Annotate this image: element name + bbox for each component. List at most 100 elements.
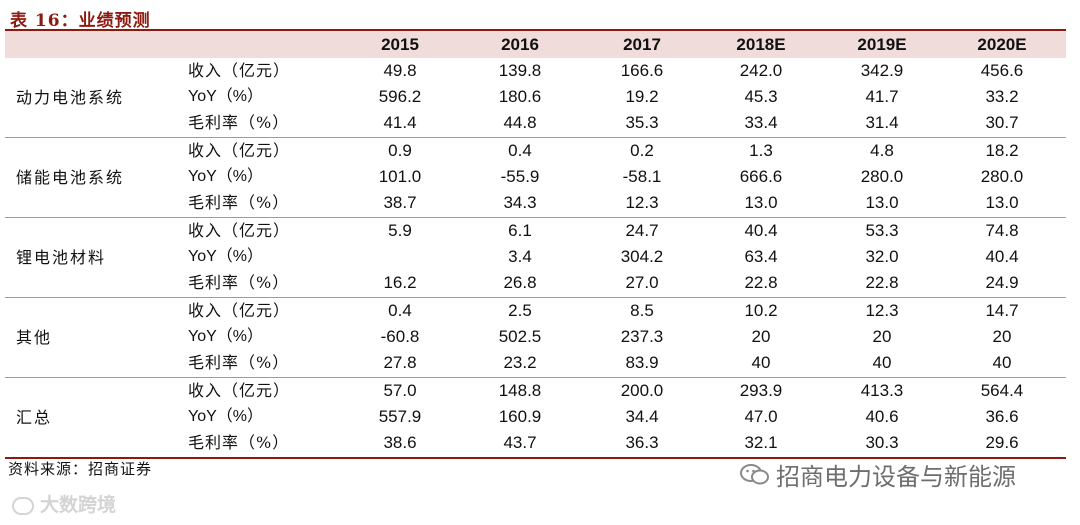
watermark-logo-icon bbox=[12, 496, 34, 515]
table-cell: 12.3 bbox=[865, 301, 899, 320]
metric-label: YoY（%） bbox=[188, 88, 264, 105]
segment-group: 锂电池材料 收入（亿元） 5.9 6.1 24.7 40.4 53.3 74.8 YoY（%） 3… bbox=[5, 218, 1066, 298]
table-cell: 22.8 bbox=[744, 273, 778, 292]
metric-label: YoY（%） bbox=[188, 248, 264, 265]
table-cell: 3.4 bbox=[508, 247, 532, 266]
table-cell: 34.3 bbox=[503, 193, 537, 212]
table-cell: 5.9 bbox=[388, 221, 412, 240]
table-cell: 166.6 bbox=[620, 61, 664, 80]
table-cell: 148.8 bbox=[498, 381, 542, 400]
table-cell: -55.9 bbox=[500, 167, 540, 186]
table-cell: 596.2 bbox=[378, 87, 422, 106]
table-cell: 101.0 bbox=[378, 167, 422, 186]
metric-label: 毛利率（%） bbox=[188, 113, 290, 132]
watermark-left-text: 大数跨境 bbox=[40, 494, 117, 516]
table-cell: 31.4 bbox=[865, 113, 899, 132]
table-cell: 13.0 bbox=[744, 193, 778, 212]
segment-group: 其他 收入（亿元） 0.4 2.5 8.5 10.2 12.3 14.7 YoY（%） -60.8… bbox=[5, 298, 1066, 378]
table-cell: 32.1 bbox=[744, 433, 778, 452]
table-cell: 35.3 bbox=[625, 113, 659, 132]
table-cell: 304.2 bbox=[620, 247, 664, 266]
table-row: 收入（亿元） 49.8 139.8 166.6 242.0 342.9 456.6 bbox=[5, 58, 1066, 84]
table-row: 收入（亿元） 5.9 6.1 24.7 40.4 53.3 74.8 bbox=[5, 218, 1066, 244]
table-row: 毛利率（%） 27.8 23.2 83.9 40 40 40 bbox=[5, 350, 1066, 376]
table-cell: 18.2 bbox=[985, 141, 1019, 160]
table-cell: 40 bbox=[872, 353, 892, 372]
table-cell: 33.2 bbox=[985, 87, 1019, 106]
table-cell: 20 bbox=[751, 327, 771, 346]
table-cell: 36.3 bbox=[625, 433, 659, 452]
table-cell: 43.7 bbox=[503, 433, 537, 452]
table-cell: 456.6 bbox=[980, 61, 1024, 80]
metric-label: 收入（亿元） bbox=[188, 141, 291, 160]
table-cell: 44.8 bbox=[503, 113, 537, 132]
table-cell: 49.8 bbox=[383, 61, 417, 80]
metric-label: 收入（亿元） bbox=[188, 221, 291, 240]
table-cell: 8.5 bbox=[630, 301, 654, 320]
segment-group: 汇总 收入（亿元） 57.0 148.8 200.0 293.9 413.3 564.4 YoY… bbox=[5, 378, 1066, 459]
table-cell: 26.8 bbox=[503, 273, 537, 292]
table-cell: 4.8 bbox=[870, 141, 894, 160]
table-cell: 33.4 bbox=[744, 113, 778, 132]
segment-name: 锂电池材料 bbox=[16, 248, 107, 267]
table-cell: 40.6 bbox=[865, 407, 899, 426]
table-row: 收入（亿元） 57.0 148.8 200.0 293.9 413.3 564.4 bbox=[5, 378, 1066, 404]
wechat-icon bbox=[740, 463, 770, 494]
table-cell: 13.0 bbox=[865, 193, 899, 212]
table-cell: 413.3 bbox=[860, 381, 904, 400]
source-note: 资料来源：招商证券 bbox=[8, 460, 153, 478]
table-cell: 32.0 bbox=[865, 247, 899, 266]
segment-group: 动力电池系统 收入（亿元） 49.8 139.8 166.6 242.0 342.9 456.… bbox=[5, 58, 1066, 138]
table-cell: 23.2 bbox=[503, 353, 537, 372]
table-cell: 40.4 bbox=[985, 247, 1019, 266]
table-cell: 20 bbox=[872, 327, 892, 346]
table-cell: 666.6 bbox=[739, 167, 783, 186]
table-cell: 74.8 bbox=[985, 221, 1019, 240]
table-cell: 0.4 bbox=[388, 301, 412, 320]
table-cell: 24.9 bbox=[985, 273, 1019, 292]
table-cell: 0.9 bbox=[388, 141, 412, 160]
table-cell: 242.0 bbox=[739, 61, 783, 80]
year-header: 2016 bbox=[501, 35, 539, 54]
table-cell: 160.9 bbox=[498, 407, 542, 426]
segment-group: 储能电池系统 收入（亿元） 0.9 0.4 0.2 1.3 4.8 18.2 YoY（%） 101… bbox=[5, 138, 1066, 218]
table-cell: 1.3 bbox=[749, 141, 773, 160]
metric-label: 毛利率（%） bbox=[188, 353, 290, 372]
table-cell: 30.3 bbox=[865, 433, 899, 452]
table-cell: 557.9 bbox=[378, 407, 422, 426]
table-cell: 24.7 bbox=[625, 221, 659, 240]
table-body: 动力电池系统 收入（亿元） 49.8 139.8 166.6 242.0 342.9 456.… bbox=[5, 58, 1066, 459]
table-row: 毛利率（%） 41.4 44.8 35.3 33.4 31.4 30.7 bbox=[5, 110, 1066, 136]
year-header: 2020E bbox=[977, 35, 1027, 54]
table-cell: 40 bbox=[992, 353, 1012, 372]
table-cell: 22.8 bbox=[865, 273, 899, 292]
segment-name: 动力电池系统 bbox=[16, 88, 125, 107]
table-row: 毛利率（%） 38.6 43.7 36.3 32.1 30.3 29.6 bbox=[5, 430, 1066, 456]
table-cell: 564.4 bbox=[980, 381, 1024, 400]
table-cell: 19.2 bbox=[625, 87, 659, 106]
metric-label: YoY（%） bbox=[188, 168, 264, 185]
table-row: 毛利率（%） 38.7 34.3 12.3 13.0 13.0 13.0 bbox=[5, 190, 1066, 216]
table-cell: 14.7 bbox=[985, 301, 1019, 320]
table-row: YoY（%） 596.2 180.6 19.2 45.3 41.7 33.2 bbox=[5, 84, 1066, 110]
segment-name: 其他 bbox=[16, 328, 53, 347]
table-cell: 139.8 bbox=[498, 61, 542, 80]
table-row: 收入（亿元） 0.4 2.5 8.5 10.2 12.3 14.7 bbox=[5, 298, 1066, 324]
metric-label: 毛利率（%） bbox=[188, 433, 290, 452]
table-cell: 16.2 bbox=[383, 273, 417, 292]
table-cell: 30.7 bbox=[985, 113, 1019, 132]
table-cell: 29.6 bbox=[985, 433, 1019, 452]
watermark-left: 大数跨境 bbox=[12, 490, 116, 517]
metric-label: 收入（亿元） bbox=[188, 381, 291, 400]
table-cell: 47.0 bbox=[744, 407, 778, 426]
table-cell: 38.6 bbox=[383, 433, 417, 452]
table-cell: 41.7 bbox=[865, 87, 899, 106]
wechat-account-name: 招商电力设备与新能源 bbox=[776, 463, 1016, 491]
segment-name: 汇总 bbox=[16, 408, 53, 427]
table-cell: 6.1 bbox=[508, 221, 532, 240]
table-cell: 2.5 bbox=[508, 301, 532, 320]
table-row: YoY（%） 3.4 304.2 63.4 32.0 40.4 bbox=[5, 244, 1066, 270]
table-cell: 45.3 bbox=[744, 87, 778, 106]
wechat-watermark: 招商电力设备与新能源 bbox=[740, 462, 1016, 492]
table-cell: 12.3 bbox=[625, 193, 659, 212]
